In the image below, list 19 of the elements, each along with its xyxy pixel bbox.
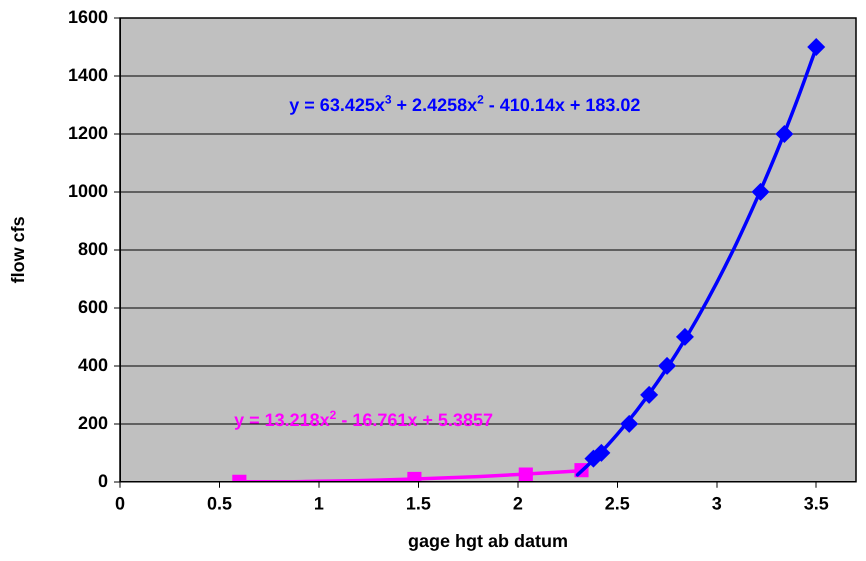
y-tick-label: 1600 xyxy=(68,6,108,27)
x-axis-title: gage hgt ab datum xyxy=(408,531,568,552)
x-tick-label: 0.5 xyxy=(206,494,232,514)
y-axis-title: flow cfs xyxy=(8,216,28,284)
y-tick-label: 400 xyxy=(78,354,108,375)
x-tick-label: 1.5 xyxy=(406,494,431,514)
y-tick-label: 200 xyxy=(78,412,108,433)
y-tick-label: 800 xyxy=(78,238,108,259)
x-tick-label: 2 xyxy=(512,494,523,514)
y-tick-label: 1000 xyxy=(68,180,108,201)
x-tick-label: 0 xyxy=(114,494,126,514)
y-tick-label: 0 xyxy=(98,470,108,491)
x-tick-label: 1 xyxy=(314,494,324,514)
y-tick-label: 1200 xyxy=(68,122,108,143)
x-tick-label: 3.5 xyxy=(804,494,829,514)
x-tick-label: 3 xyxy=(712,494,722,514)
y-tick-label: 600 xyxy=(78,296,108,317)
x-tick-label: 2.5 xyxy=(604,494,630,514)
y-tick-label: 1400 xyxy=(68,64,108,85)
